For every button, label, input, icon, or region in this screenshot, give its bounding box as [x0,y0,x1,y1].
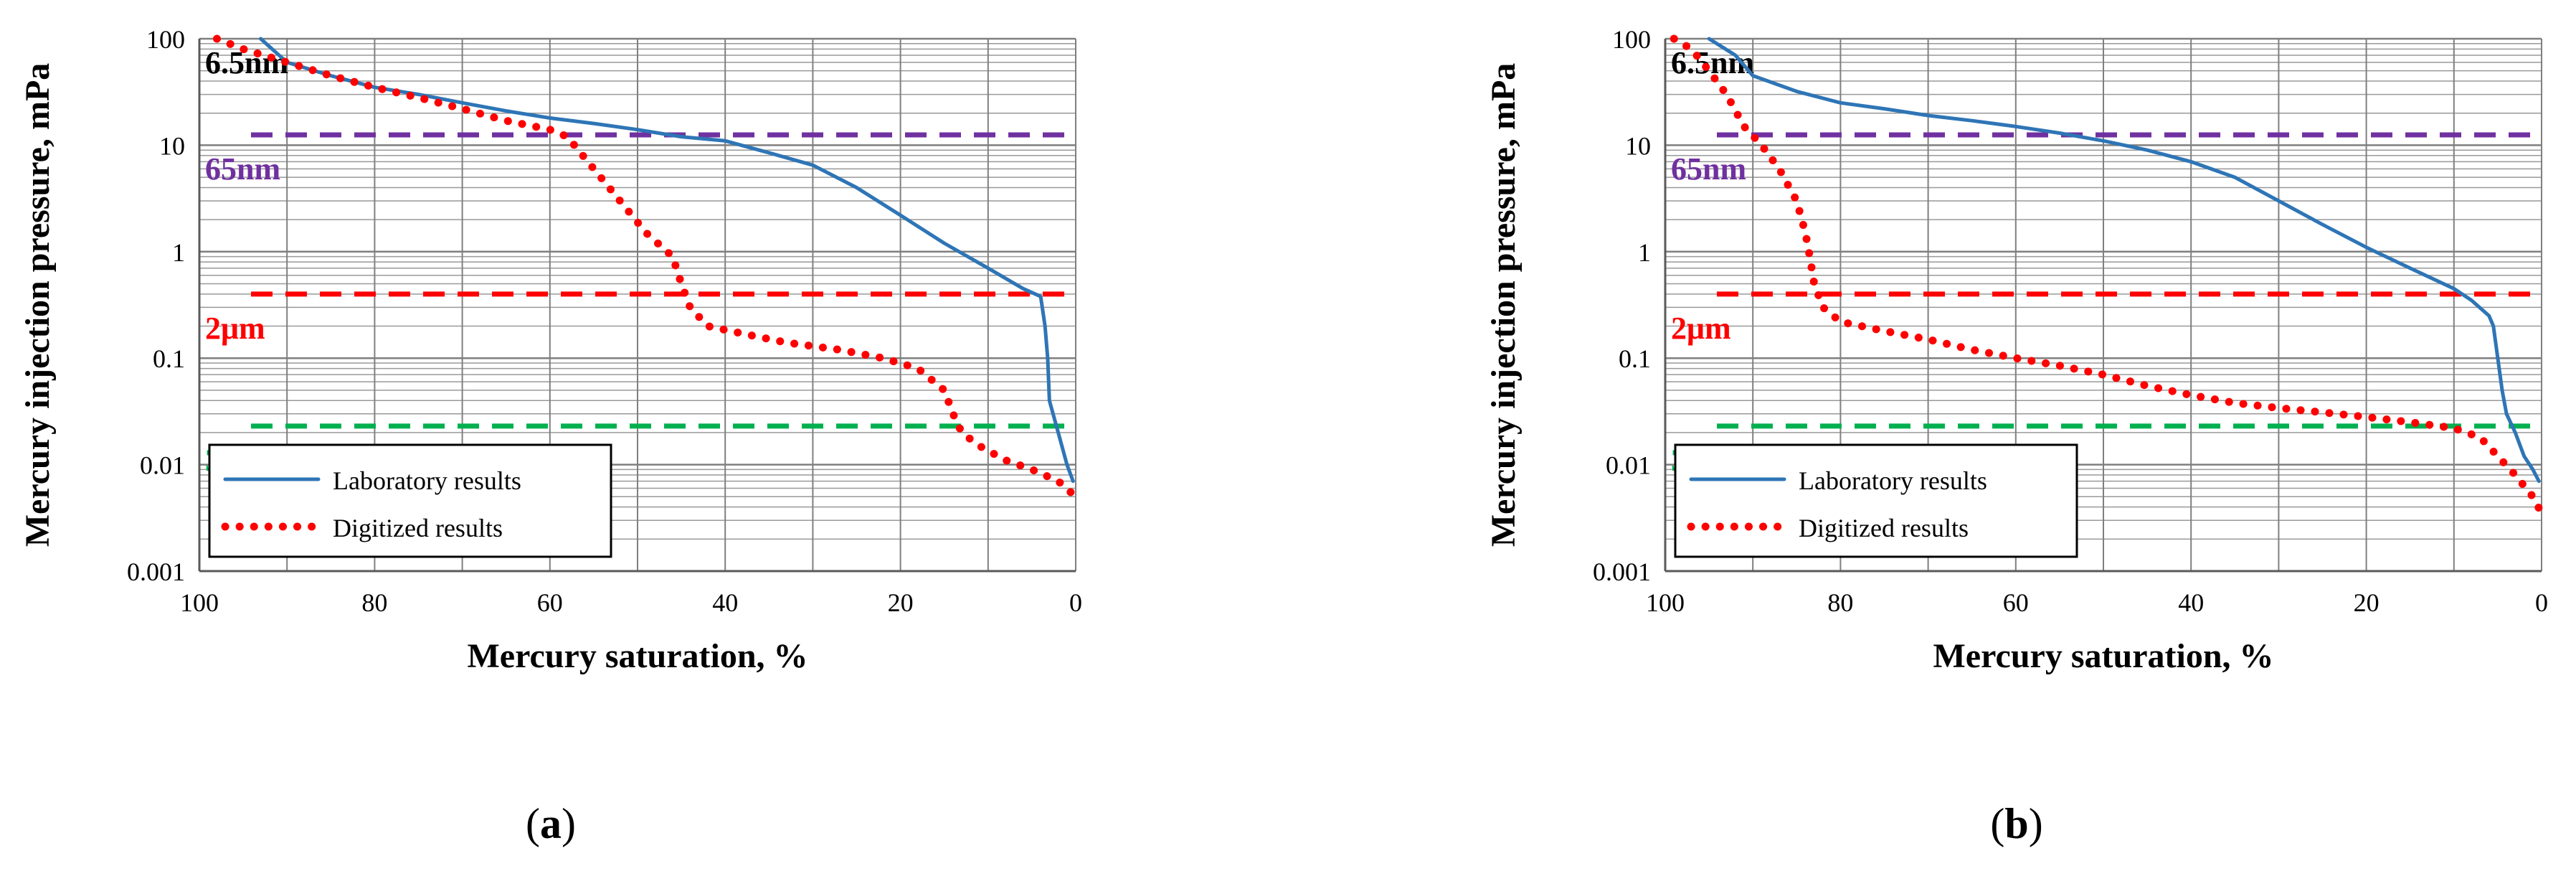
x-tick-label: 100 [1646,588,1685,617]
y-tick-label: 0.1 [153,344,185,373]
y-tick-label: 1 [1638,238,1651,267]
legend-label: Laboratory results [1799,466,1987,495]
legend-box [208,443,612,558]
x-tick-label: 60 [2003,588,2029,617]
panel-caption: (a) [526,800,576,847]
y-tick-label: 10 [159,131,185,160]
threshold-label: 65nm [1671,151,1746,187]
legend: Laboratory results Digitized results [208,443,612,558]
panel-caption: (b) [1990,800,2042,847]
legend-label: Laboratory results [333,466,521,495]
x-tick-label: 100 [180,588,219,617]
chart-panel-a: 6.5nm65nm2μm35μm1008060402001001010.10.0… [19,25,1082,847]
y-axis-title: Mercury injection pressure, mPa [19,63,57,547]
x-tick-label: 40 [2178,588,2204,617]
threshold-label: 65nm [205,151,280,187]
legend-label: Digitized results [1799,514,1969,542]
series-line-0 [1707,37,2541,484]
threshold-label: 2μm [205,311,265,346]
series-line-1 [212,34,1080,501]
y-tick-label: 0.01 [1606,451,1651,480]
legend: Laboratory results Digitized results [1674,443,2078,558]
y-tick-label: 100 [146,25,185,54]
x-tick-label: 0 [1069,588,1082,617]
y-tick-label: 0.01 [140,451,185,480]
chart-panel-b: 6.5nm65nm2μm35μm1008060402001001010.10.0… [1484,25,2548,847]
y-tick-label: 10 [1625,131,1651,160]
x-tick-label: 20 [2354,588,2380,617]
panel-caption-letter: b [2004,800,2028,847]
legend-label: Digitized results [333,514,503,542]
x-axis-title: Mercury saturation, % [1933,637,2273,675]
series-line-1 [1670,34,2546,517]
y-tick-label: 100 [1612,25,1651,54]
x-axis-title: Mercury saturation, % [467,637,808,675]
y-tick-label: 1 [172,238,185,267]
x-tick-label: 40 [712,588,738,617]
y-tick-label: 0.001 [1593,557,1651,586]
legend-box [1674,443,2078,558]
y-tick-label: 0.001 [127,557,185,586]
x-tick-label: 60 [537,588,563,617]
x-tick-label: 20 [888,588,914,617]
x-tick-label: 80 [1827,588,1853,617]
x-tick-label: 0 [2535,588,2548,617]
threshold-label: 2μm [1671,311,1731,346]
panel-caption-letter: a [540,800,562,847]
y-tick-label: 0.1 [1619,344,1651,373]
y-axis-title: Mercury injection pressure, mPa [1484,63,1523,547]
x-tick-label: 80 [361,588,387,617]
